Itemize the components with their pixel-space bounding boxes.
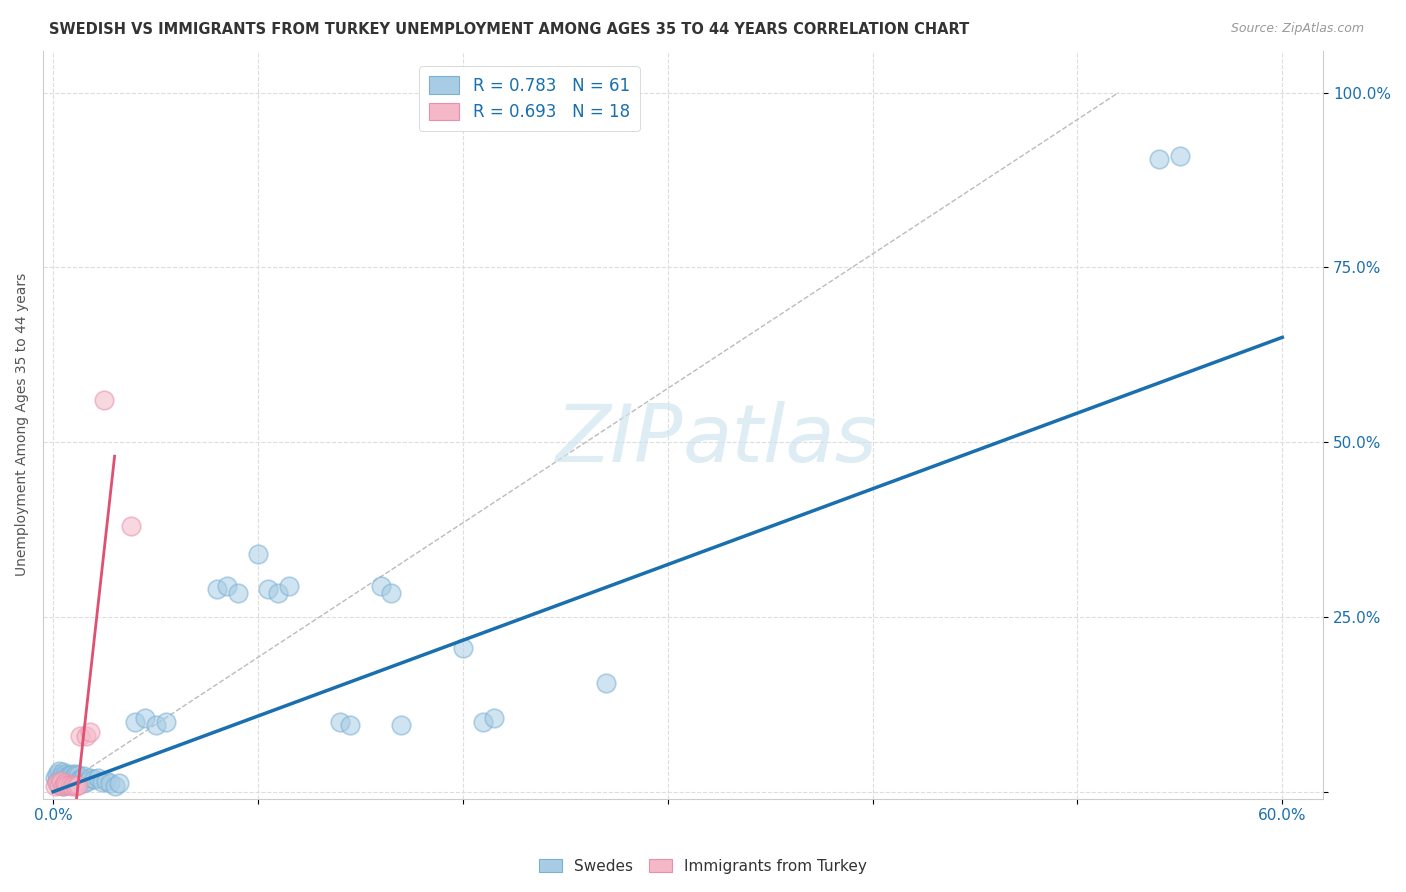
Point	[482, 711, 505, 725]
Point	[51, 776, 73, 790]
Point	[104, 779, 127, 793]
Point	[370, 578, 392, 592]
Point	[93, 393, 115, 408]
Text: Source: ZipAtlas.com: Source: ZipAtlas.com	[1230, 22, 1364, 36]
Point	[55, 776, 77, 790]
Point	[55, 771, 77, 785]
Point	[73, 769, 96, 783]
Text: SWEDISH VS IMMIGRANTS FROM TURKEY UNEMPLOYMENT AMONG AGES 35 TO 44 YEARS CORRELA: SWEDISH VS IMMIGRANTS FROM TURKEY UNEMPL…	[49, 22, 970, 37]
Point	[62, 776, 84, 790]
Point	[155, 714, 177, 729]
Point	[60, 775, 83, 789]
Point	[66, 775, 89, 789]
Point	[62, 769, 84, 783]
Legend: R = 0.783   N = 61, R = 0.693   N = 18: R = 0.783 N = 61, R = 0.693 N = 18	[419, 67, 640, 131]
Point	[1168, 148, 1191, 162]
Point	[329, 714, 352, 729]
Text: ZIP: ZIP	[555, 401, 683, 479]
Point	[472, 714, 495, 729]
Point	[51, 769, 73, 783]
Point	[257, 582, 280, 596]
Point	[46, 776, 69, 790]
Point	[134, 711, 156, 725]
Point	[65, 773, 87, 788]
Point	[380, 585, 402, 599]
Point	[70, 771, 93, 785]
Point	[1149, 152, 1171, 166]
Point	[58, 778, 80, 792]
Point	[44, 779, 66, 793]
Point	[58, 768, 80, 782]
Point	[46, 774, 69, 789]
Point	[48, 778, 70, 792]
Point	[55, 774, 77, 789]
Point	[595, 676, 617, 690]
Point	[79, 725, 101, 739]
Point	[145, 718, 167, 732]
Point	[451, 641, 474, 656]
Point	[66, 768, 89, 782]
Point	[124, 714, 146, 729]
Point	[217, 578, 239, 592]
Point	[107, 776, 129, 790]
Point	[56, 776, 79, 790]
Point	[77, 773, 100, 788]
Point	[60, 779, 83, 793]
Point	[52, 779, 75, 793]
Point	[62, 778, 84, 792]
Point	[246, 547, 269, 561]
Point	[46, 767, 69, 781]
Point	[73, 776, 96, 790]
Point	[58, 773, 80, 788]
Point	[48, 778, 70, 792]
Point	[52, 779, 75, 793]
Point	[120, 519, 142, 533]
Point	[52, 772, 75, 787]
Point	[226, 585, 249, 599]
Text: atlas: atlas	[683, 401, 877, 479]
Point	[56, 778, 79, 792]
Point	[100, 776, 122, 790]
Point	[69, 772, 91, 787]
Point	[75, 729, 97, 743]
Y-axis label: Unemployment Among Ages 35 to 44 years: Unemployment Among Ages 35 to 44 years	[15, 273, 30, 576]
Point	[56, 769, 79, 783]
Point	[56, 772, 79, 787]
Point	[51, 774, 73, 789]
Point	[44, 771, 66, 785]
Point	[87, 771, 110, 785]
Point	[83, 772, 105, 787]
Point	[91, 775, 114, 789]
Point	[65, 779, 87, 793]
Point	[96, 773, 118, 788]
Point	[55, 778, 77, 792]
Point	[55, 767, 77, 781]
Point	[52, 765, 75, 780]
Point	[205, 582, 228, 596]
Point	[60, 766, 83, 780]
Point	[267, 585, 290, 599]
Point	[79, 771, 101, 785]
Point	[389, 718, 412, 732]
Point	[277, 578, 299, 592]
Point	[339, 718, 361, 732]
Point	[66, 778, 89, 792]
Legend: Swedes, Immigrants from Turkey: Swedes, Immigrants from Turkey	[533, 853, 873, 880]
Point	[69, 729, 91, 743]
Point	[48, 764, 70, 778]
Point	[65, 766, 87, 780]
